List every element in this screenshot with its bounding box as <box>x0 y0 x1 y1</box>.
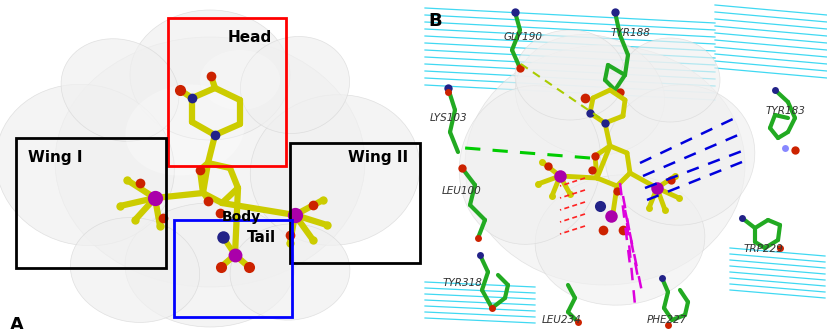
Bar <box>290 143 420 263</box>
Ellipse shape <box>230 224 350 320</box>
Text: Head: Head <box>227 30 272 45</box>
Ellipse shape <box>130 10 290 140</box>
Bar <box>174 220 292 317</box>
Ellipse shape <box>0 84 174 246</box>
Text: TYR183: TYR183 <box>765 106 805 116</box>
Text: TYR188: TYR188 <box>610 28 650 38</box>
Ellipse shape <box>515 30 625 120</box>
Text: PHE227: PHE227 <box>647 315 687 325</box>
Bar <box>16 138 166 268</box>
Text: TRP229: TRP229 <box>743 244 783 254</box>
Text: A: A <box>10 316 24 329</box>
Ellipse shape <box>605 85 755 225</box>
Text: Body: Body <box>222 210 261 224</box>
Text: LYS103: LYS103 <box>430 113 468 123</box>
Ellipse shape <box>125 203 295 327</box>
Ellipse shape <box>459 86 600 244</box>
Ellipse shape <box>241 37 350 134</box>
Ellipse shape <box>515 35 665 156</box>
Ellipse shape <box>55 37 365 287</box>
Ellipse shape <box>126 85 245 176</box>
Text: GLY190: GLY190 <box>504 32 543 42</box>
Text: Tail: Tail <box>247 230 276 245</box>
Ellipse shape <box>535 175 705 305</box>
Ellipse shape <box>200 50 280 110</box>
Text: Wing II: Wing II <box>348 150 408 165</box>
Ellipse shape <box>251 95 420 245</box>
Text: TYR318: TYR318 <box>442 278 482 288</box>
Text: Wing I: Wing I <box>28 150 83 165</box>
Bar <box>168 18 286 166</box>
Ellipse shape <box>465 45 745 285</box>
Text: LEU100: LEU100 <box>442 186 482 196</box>
Ellipse shape <box>620 38 720 122</box>
Text: B: B <box>428 12 442 30</box>
Text: LEU234: LEU234 <box>543 315 582 325</box>
Ellipse shape <box>70 217 199 322</box>
Ellipse shape <box>61 39 179 141</box>
